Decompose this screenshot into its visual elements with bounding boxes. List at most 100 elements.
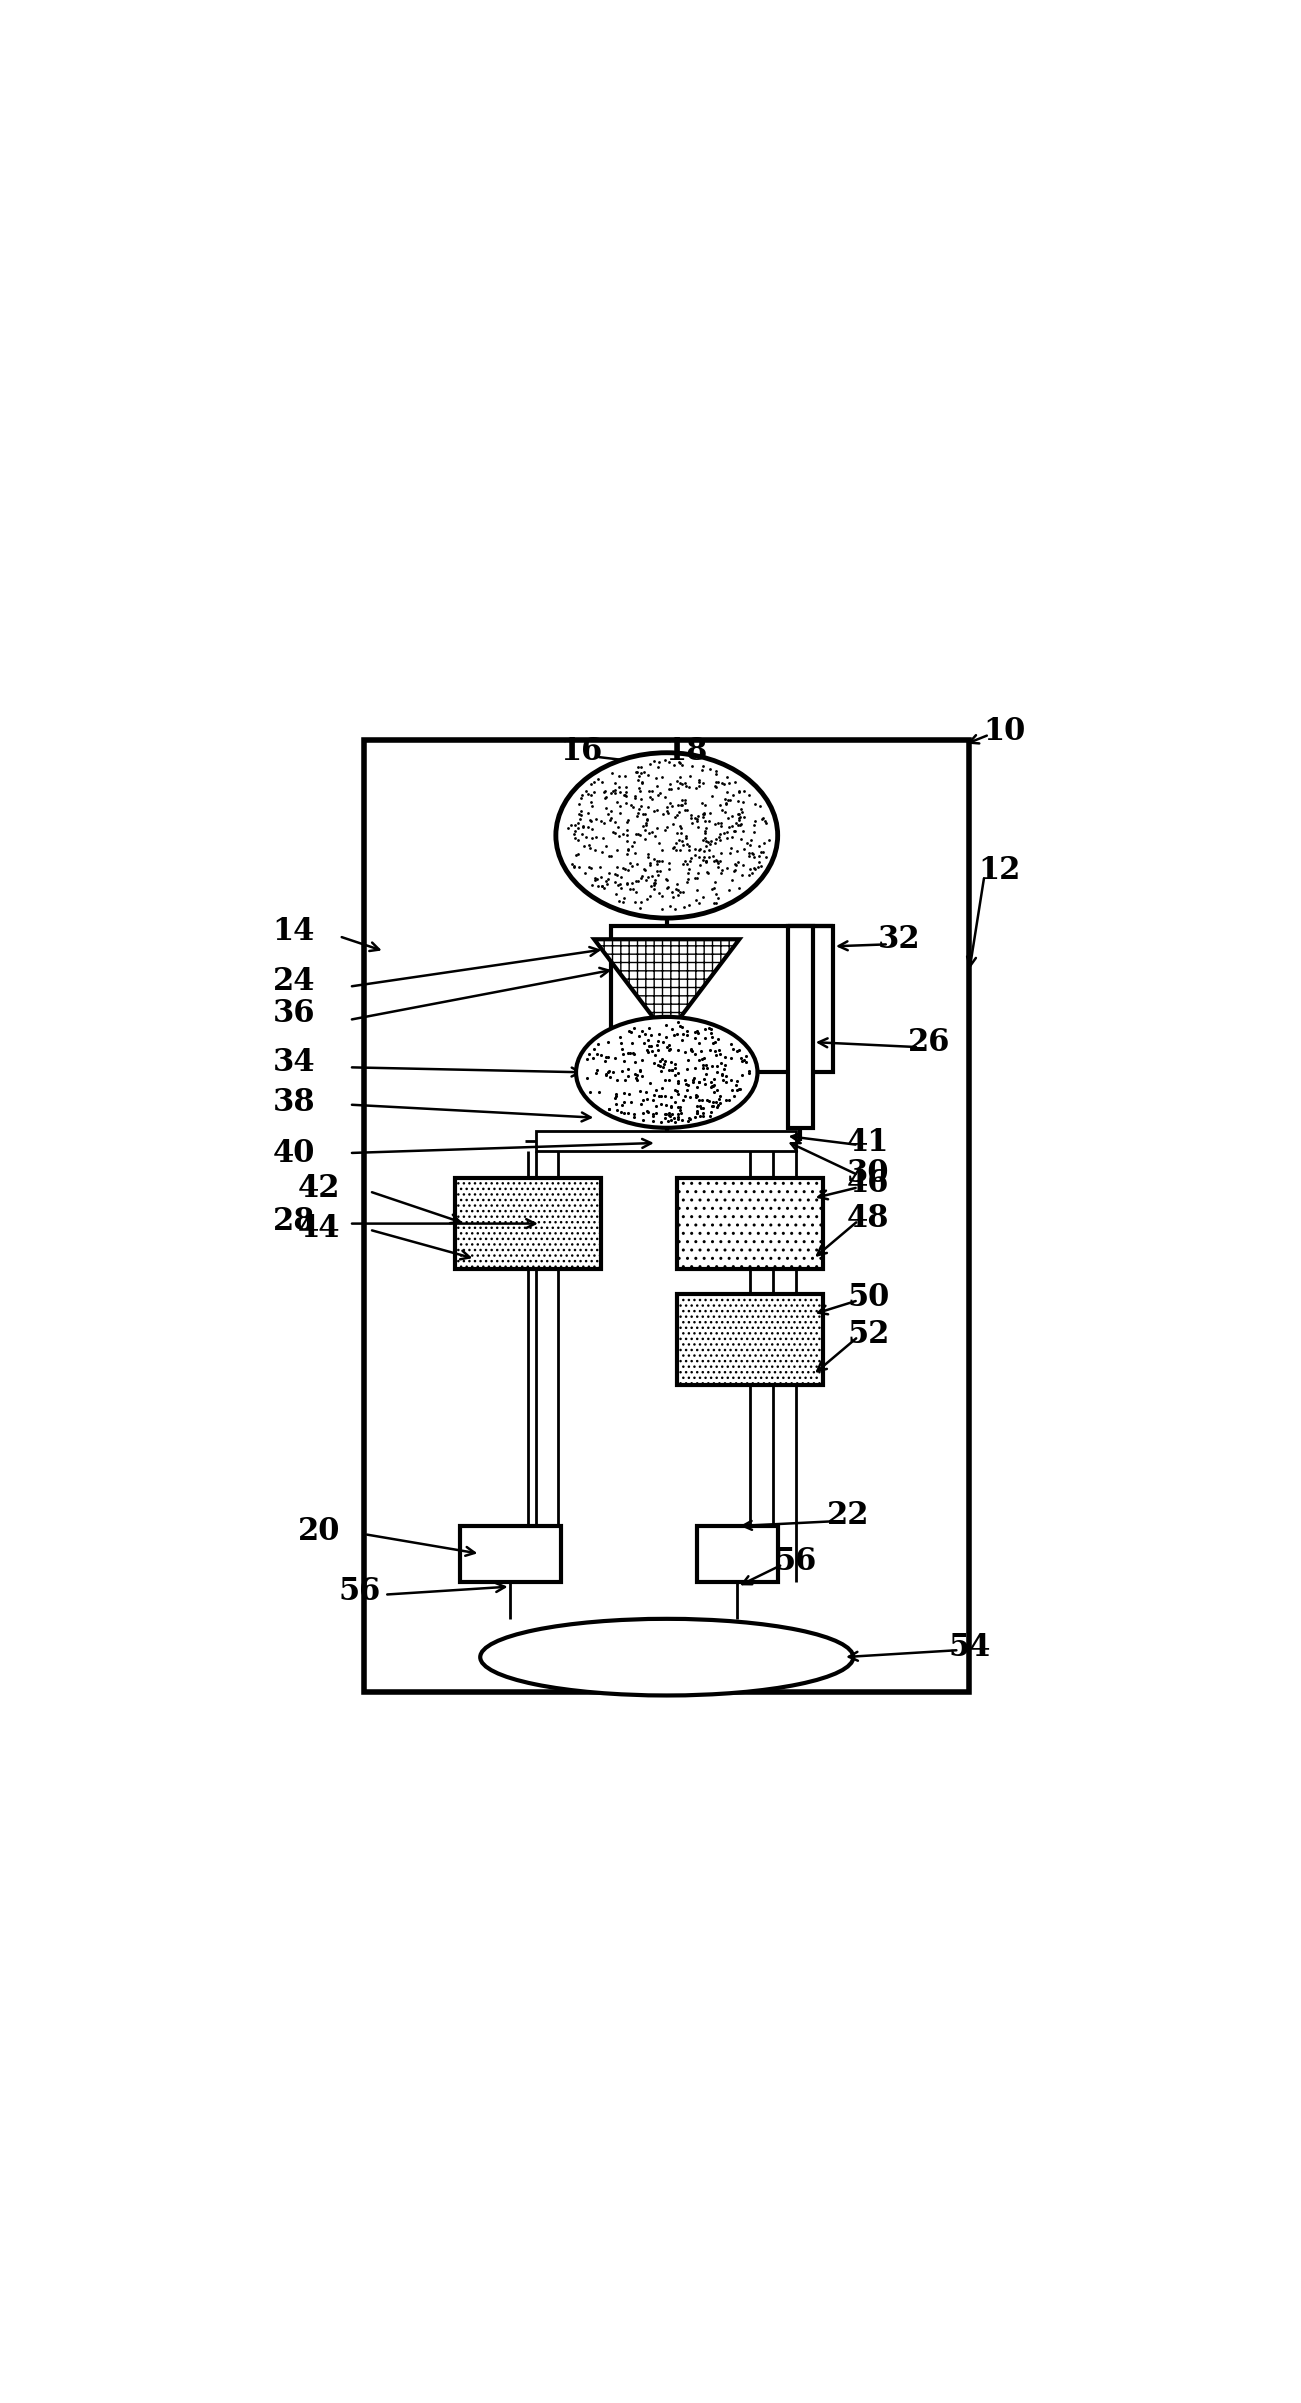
Point bbox=[570, 800, 591, 839]
Point bbox=[704, 1024, 725, 1062]
Point bbox=[567, 803, 588, 841]
Point bbox=[706, 1089, 727, 1127]
Point bbox=[682, 1062, 703, 1101]
Point bbox=[709, 1031, 730, 1069]
Point bbox=[692, 877, 713, 916]
Point bbox=[690, 1024, 710, 1062]
Point bbox=[627, 815, 648, 853]
Point bbox=[628, 860, 649, 899]
Point bbox=[626, 1060, 647, 1098]
Point bbox=[567, 836, 588, 875]
Point bbox=[739, 776, 760, 815]
Point bbox=[626, 872, 647, 911]
Point bbox=[654, 1043, 675, 1081]
Point bbox=[671, 781, 692, 819]
Point bbox=[751, 846, 771, 884]
Point bbox=[652, 759, 673, 798]
Point bbox=[686, 882, 706, 920]
Point bbox=[656, 1028, 677, 1067]
Point bbox=[593, 870, 614, 908]
Point bbox=[632, 1093, 653, 1132]
Point bbox=[721, 860, 742, 899]
Point bbox=[677, 1050, 697, 1089]
Point bbox=[723, 1077, 744, 1115]
Point bbox=[705, 863, 726, 901]
Point bbox=[693, 831, 714, 870]
Point bbox=[593, 771, 614, 810]
Point bbox=[567, 819, 588, 858]
Point bbox=[666, 831, 687, 870]
Point bbox=[588, 1074, 609, 1113]
Point bbox=[665, 889, 686, 928]
Point bbox=[618, 800, 639, 839]
Point bbox=[731, 1055, 752, 1093]
Point bbox=[705, 841, 726, 879]
Point bbox=[628, 769, 649, 807]
Point bbox=[654, 1098, 675, 1137]
Point bbox=[742, 834, 762, 872]
Point bbox=[727, 783, 748, 822]
Point bbox=[630, 889, 650, 928]
Point bbox=[649, 824, 670, 863]
Point bbox=[677, 1012, 697, 1050]
Point bbox=[673, 786, 693, 824]
Point bbox=[664, 745, 684, 783]
Point bbox=[744, 783, 765, 822]
Point bbox=[617, 810, 637, 848]
Point bbox=[675, 819, 696, 858]
Point bbox=[596, 779, 617, 817]
Point bbox=[714, 1050, 735, 1089]
Point bbox=[675, 767, 696, 805]
Point bbox=[661, 1043, 682, 1081]
Point bbox=[704, 870, 725, 908]
Point bbox=[606, 831, 627, 870]
Point bbox=[667, 1089, 688, 1127]
Point bbox=[665, 1103, 686, 1141]
Point bbox=[722, 798, 743, 836]
Point bbox=[722, 776, 743, 815]
Point bbox=[632, 1012, 653, 1050]
Point bbox=[652, 831, 673, 870]
Point bbox=[643, 841, 664, 879]
Point bbox=[639, 846, 660, 884]
Point bbox=[690, 1040, 710, 1079]
Point bbox=[613, 1036, 634, 1074]
Point bbox=[619, 1033, 640, 1072]
Point bbox=[658, 843, 679, 882]
Point bbox=[710, 834, 731, 872]
Point bbox=[563, 815, 584, 853]
Point bbox=[744, 807, 765, 846]
Point bbox=[613, 1093, 634, 1132]
Point bbox=[726, 831, 747, 870]
Point bbox=[680, 798, 701, 836]
Point bbox=[624, 824, 645, 863]
Point bbox=[739, 836, 760, 875]
Point bbox=[740, 822, 761, 860]
Text: 34: 34 bbox=[272, 1048, 315, 1079]
Point bbox=[700, 1031, 721, 1069]
Point bbox=[708, 879, 729, 918]
Point bbox=[721, 817, 742, 855]
Point bbox=[635, 1074, 656, 1113]
Point bbox=[623, 1096, 644, 1134]
Point bbox=[623, 1033, 644, 1072]
Point bbox=[705, 1036, 726, 1074]
Point bbox=[677, 863, 697, 901]
Point bbox=[617, 865, 637, 904]
Point bbox=[628, 757, 649, 795]
Point bbox=[561, 805, 582, 843]
Point bbox=[621, 863, 641, 901]
Point bbox=[600, 836, 621, 875]
Point bbox=[645, 759, 666, 798]
Point bbox=[716, 783, 736, 822]
Point bbox=[670, 757, 691, 795]
Point bbox=[752, 800, 773, 839]
Point bbox=[605, 764, 626, 803]
Point bbox=[664, 1016, 684, 1055]
Point bbox=[674, 764, 695, 803]
Point bbox=[696, 1045, 717, 1084]
Point bbox=[596, 827, 617, 865]
Point bbox=[630, 771, 650, 810]
Point bbox=[657, 807, 678, 846]
Point bbox=[654, 812, 675, 851]
